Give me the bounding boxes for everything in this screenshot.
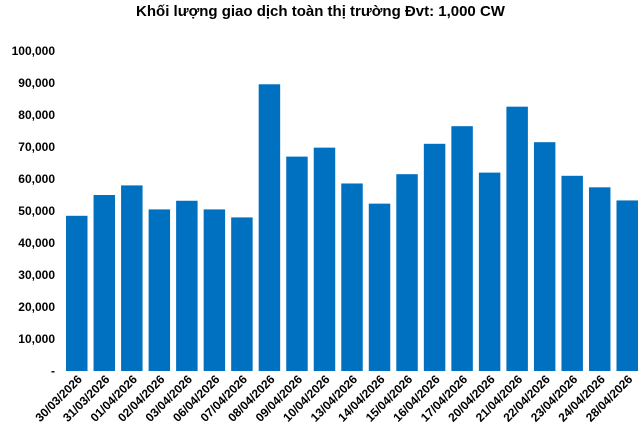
y-tick-label: 90,000 [18,76,55,90]
bar [478,172,501,371]
bar [451,126,473,371]
y-tick-label: - [51,364,55,378]
bar [561,175,583,371]
y-tick-label: 60,000 [18,172,55,186]
bar [506,106,528,372]
bar [616,200,638,371]
bar [313,147,336,371]
bar [368,203,391,371]
y-tick-label: 70,000 [18,140,55,154]
bar [341,183,363,371]
bar [588,187,611,371]
bar [148,209,171,371]
y-tick-label: 20,000 [18,300,55,314]
chart-title: Khối lượng giao dịch toàn thị trường Đvt… [136,3,505,20]
bar [423,143,446,371]
bar [93,195,116,371]
bar [203,209,226,371]
bar [396,174,418,371]
y-tick-label: 100,000 [12,44,56,58]
y-tick-label: 30,000 [18,268,55,282]
y-tick-label: 40,000 [18,236,55,250]
bar [66,215,88,371]
bar [231,217,253,371]
bar [258,84,281,371]
y-tick-label: 10,000 [18,332,55,346]
y-tick-label: 50,000 [18,204,55,218]
bar [533,142,556,371]
bar [286,156,308,371]
y-tick-label: 80,000 [18,108,55,122]
bar [176,200,198,371]
bar [121,185,143,371]
